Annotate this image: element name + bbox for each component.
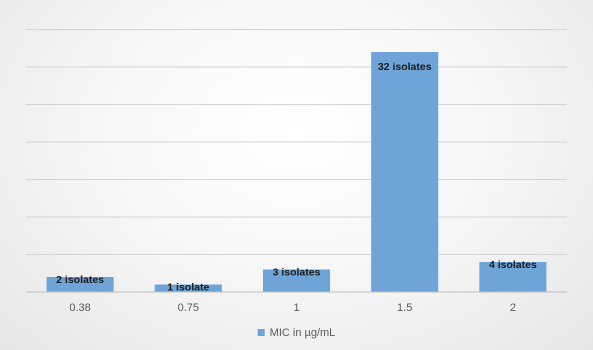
data-label-0.75: 1 isolate bbox=[167, 282, 209, 294]
x-tick-labels: 0.38 0.75 1 1.5 2 bbox=[69, 302, 516, 314]
bar-1.5 bbox=[371, 52, 439, 292]
data-label-1: 3 isolates bbox=[273, 267, 321, 279]
bar-0.38 bbox=[46, 277, 114, 292]
data-label-1.5: 32 isolates bbox=[378, 61, 432, 73]
bar-2 bbox=[479, 262, 547, 292]
data-label-2: 4 isolates bbox=[489, 259, 537, 271]
x-tick-label-0.38: 0.38 bbox=[69, 302, 90, 314]
x-tick-label-1.5: 1.5 bbox=[397, 302, 412, 314]
bars bbox=[46, 52, 547, 292]
data-label-0.38: 2 isolates bbox=[56, 274, 104, 286]
gridlines bbox=[26, 29, 567, 255]
x-tick-label-1: 1 bbox=[293, 302, 299, 314]
legend-swatch bbox=[257, 329, 265, 336]
data-labels: 2 isolates 1 isolate 3 isolates 32 isolates… bbox=[56, 61, 537, 294]
x-tick-label-0.75: 0.75 bbox=[178, 302, 199, 314]
bar-1 bbox=[262, 269, 331, 292]
x-tick-label-2: 2 bbox=[510, 302, 516, 314]
legend: MIC in µg/mL bbox=[257, 327, 336, 339]
legend-label: MIC in µg/mL bbox=[270, 327, 336, 339]
bar-0.75 bbox=[154, 284, 222, 292]
